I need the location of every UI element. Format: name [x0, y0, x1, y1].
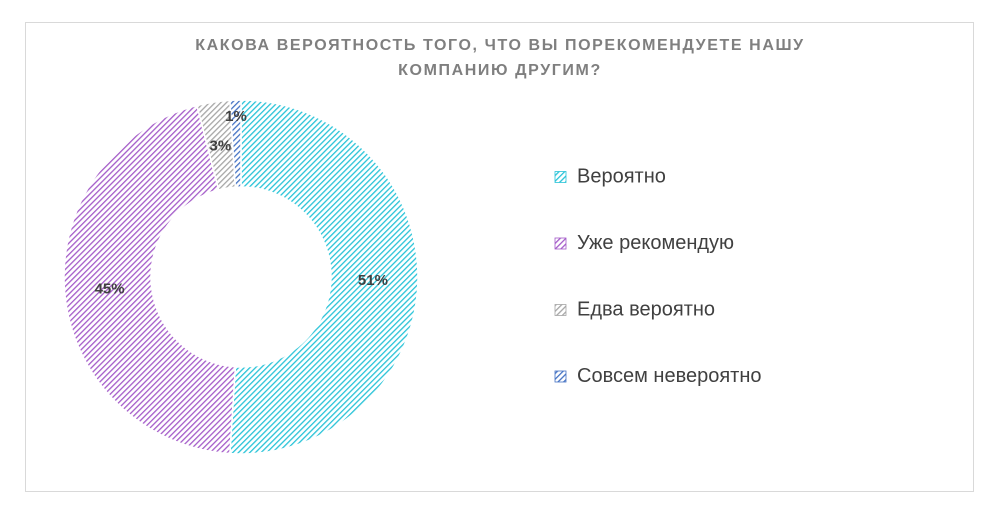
donut-slice — [229, 99, 242, 188]
legend-swatch — [554, 171, 567, 183]
legend-label: Вероятно — [577, 165, 666, 187]
data-label: 51% — [358, 272, 388, 289]
data-label: 1% — [225, 108, 247, 125]
data-label: 45% — [95, 280, 125, 297]
chart-title: КАКОВА ВЕРОЯТНОСТЬ ТОГО, ЧТО ВЫ ПОРЕКОМЕ… — [195, 37, 805, 79]
legend-label: Уже рекомендую — [577, 232, 734, 254]
legend-swatch — [554, 304, 567, 316]
data-label: 3% — [210, 138, 232, 155]
chart-frame — [25, 22, 974, 492]
donut-slice — [63, 104, 237, 455]
legend-label: Совсем невероятно — [577, 365, 762, 387]
legend-swatch — [554, 237, 567, 250]
donut-slice — [229, 99, 419, 455]
legend-swatch — [554, 370, 567, 383]
legend-label: Едва вероятно — [577, 298, 715, 320]
